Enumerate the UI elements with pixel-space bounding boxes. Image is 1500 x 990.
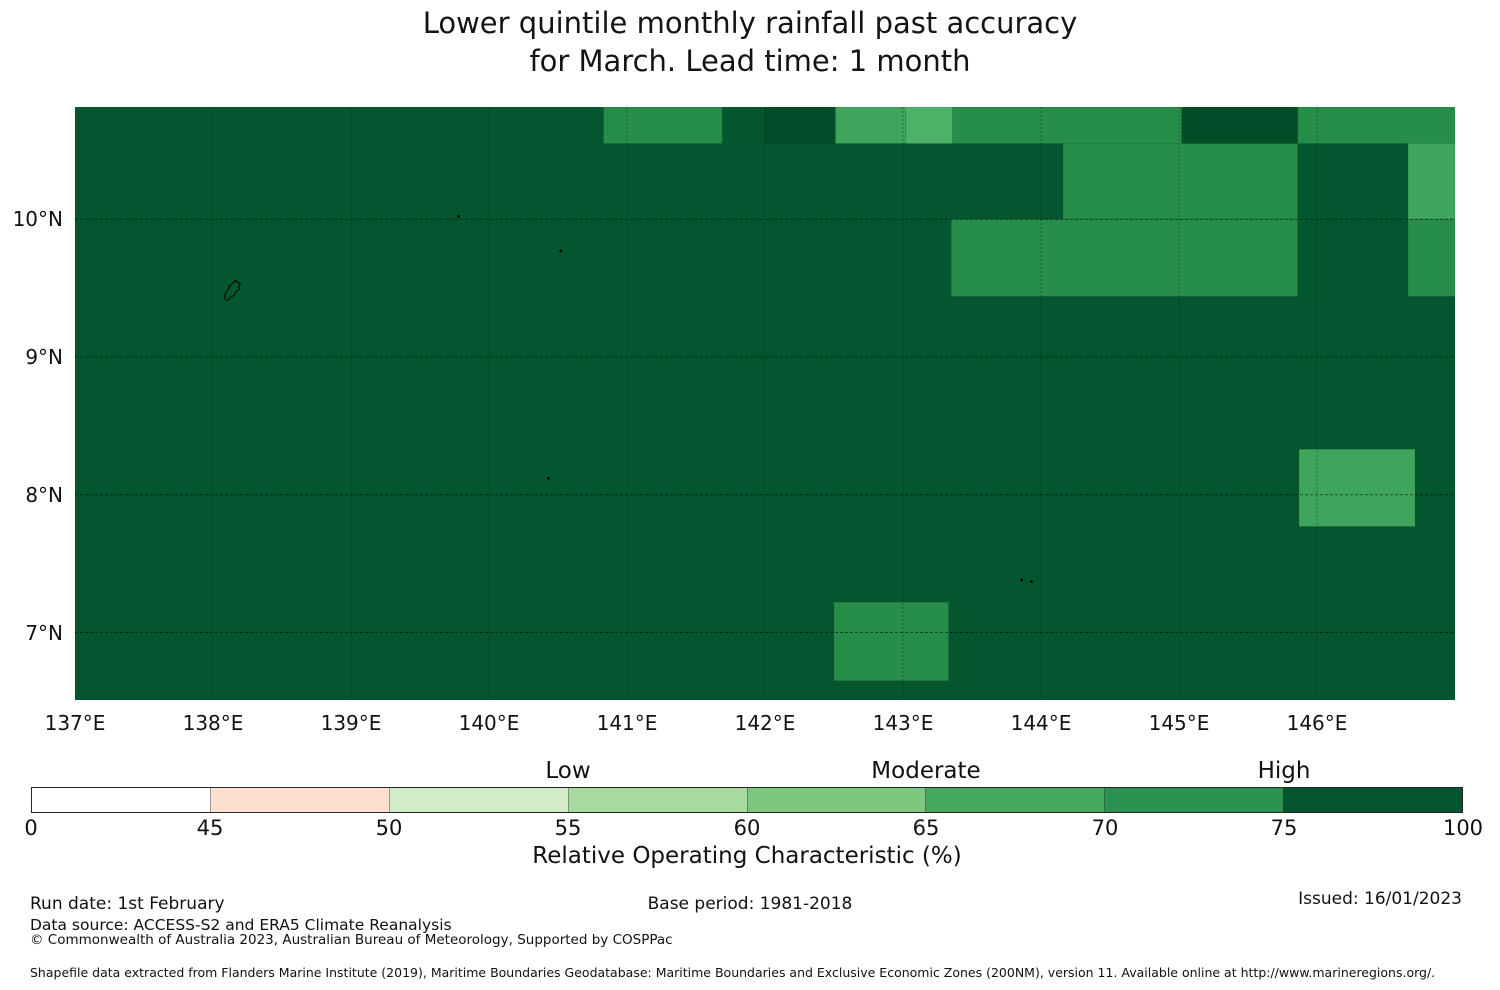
heatmap-cell-65-70 — [1298, 448, 1416, 527]
heatmap-cell-75-100 — [1181, 107, 1299, 144]
colorbar-category-label-low: Low — [545, 758, 591, 784]
heatmap-cell-70-75 — [1297, 107, 1455, 144]
heatmap-cell-75-100 — [764, 107, 836, 144]
x-tick-label: 145°E — [1148, 711, 1210, 735]
x-tick-label: 138°E — [182, 711, 244, 735]
colorbar-tick-label: 50 — [375, 816, 403, 840]
copyright-text: © Commonwealth of Australia 2023, Austra… — [30, 932, 673, 948]
run-date-text: Run date: 1st February — [30, 894, 225, 914]
base-period-text: Base period: 1981-2018 — [647, 894, 853, 914]
data-source-text: Data source: ACCESS-S2 and ERA5 Climate … — [30, 916, 452, 934]
x-tick-label: 140°E — [458, 711, 520, 735]
colorbar-tick-label: 75 — [1270, 816, 1298, 840]
map-plot-area — [75, 107, 1455, 700]
colorbar-segment-0-45 — [32, 788, 210, 812]
x-tick-label: 142°E — [734, 711, 796, 735]
colorbar-segment-50-55 — [388, 788, 568, 812]
heatmap-cell-65-70 — [1407, 143, 1455, 220]
shapefile-note-text: Shapefile data extracted from Flanders M… — [30, 965, 1436, 980]
colorbar-title: Relative Operating Characteristic (%) — [532, 843, 962, 869]
x-tick-label: 139°E — [320, 711, 382, 735]
x-tick-label: 137°E — [44, 711, 106, 735]
colorbar-tick-label: 100 — [1442, 816, 1484, 840]
colorbar-segment-65-70 — [925, 788, 1105, 812]
colorbar-segment-55-60 — [567, 788, 747, 812]
colorbar-tick-label: 70 — [1091, 816, 1119, 840]
colorbar-tick-label: 0 — [24, 816, 38, 840]
y-tick-label: 10°N — [12, 207, 63, 232]
heatmap-cell-70-75 — [833, 601, 949, 682]
colorbar-tick-label: 60 — [733, 816, 761, 840]
heatmap-cell-65-70 — [834, 107, 907, 144]
heatmap-cell-70-75 — [1062, 143, 1299, 220]
x-tick-label: 144°E — [1010, 711, 1072, 735]
x-tick-label: 143°E — [872, 711, 934, 735]
heatmap-cell-70-75 — [1407, 218, 1455, 297]
colorbar-tick-label: 45 — [196, 816, 224, 840]
colorbar — [31, 787, 1463, 813]
heatmap-cell-70-75 — [952, 107, 1183, 144]
yap-island-outline — [224, 279, 241, 301]
y-tick-label: 7°N — [25, 620, 63, 645]
islet — [1029, 580, 1033, 583]
heatmap-canvas — [75, 107, 1455, 700]
x-tick-label: 141°E — [596, 711, 658, 735]
colorbar-segment-45-50 — [209, 788, 389, 812]
heatmap-cell-70-75 — [603, 107, 723, 144]
colorbar-segment-70-75 — [1104, 788, 1284, 812]
y-tick-label: 8°N — [25, 482, 63, 507]
issued-date-text: Issued: 16/01/2023 — [1298, 889, 1462, 909]
heatmap-cell-65-70 — [905, 107, 954, 144]
islet — [546, 476, 550, 480]
x-tick-label: 146°E — [1286, 711, 1348, 735]
colorbar-segment-75-100 — [1283, 788, 1462, 812]
colorbar-category-label-moderate: Moderate — [871, 758, 981, 784]
colorbar-category-label-high: High — [1257, 758, 1311, 784]
chart-title-line1: Lower quintile monthly rainfall past acc… — [422, 6, 1078, 40]
colorbar-tick-label: 55 — [554, 816, 582, 840]
colorbar-segment-60-65 — [746, 788, 926, 812]
heatmap-cell-70-75 — [950, 218, 1299, 297]
islet — [457, 215, 461, 218]
islet — [559, 249, 563, 253]
y-tick-label: 9°N — [25, 345, 63, 369]
islet — [1020, 578, 1024, 582]
chart-title-line2: for March. Lead time: 1 month — [529, 44, 971, 78]
colorbar-tick-label: 65 — [912, 816, 940, 840]
